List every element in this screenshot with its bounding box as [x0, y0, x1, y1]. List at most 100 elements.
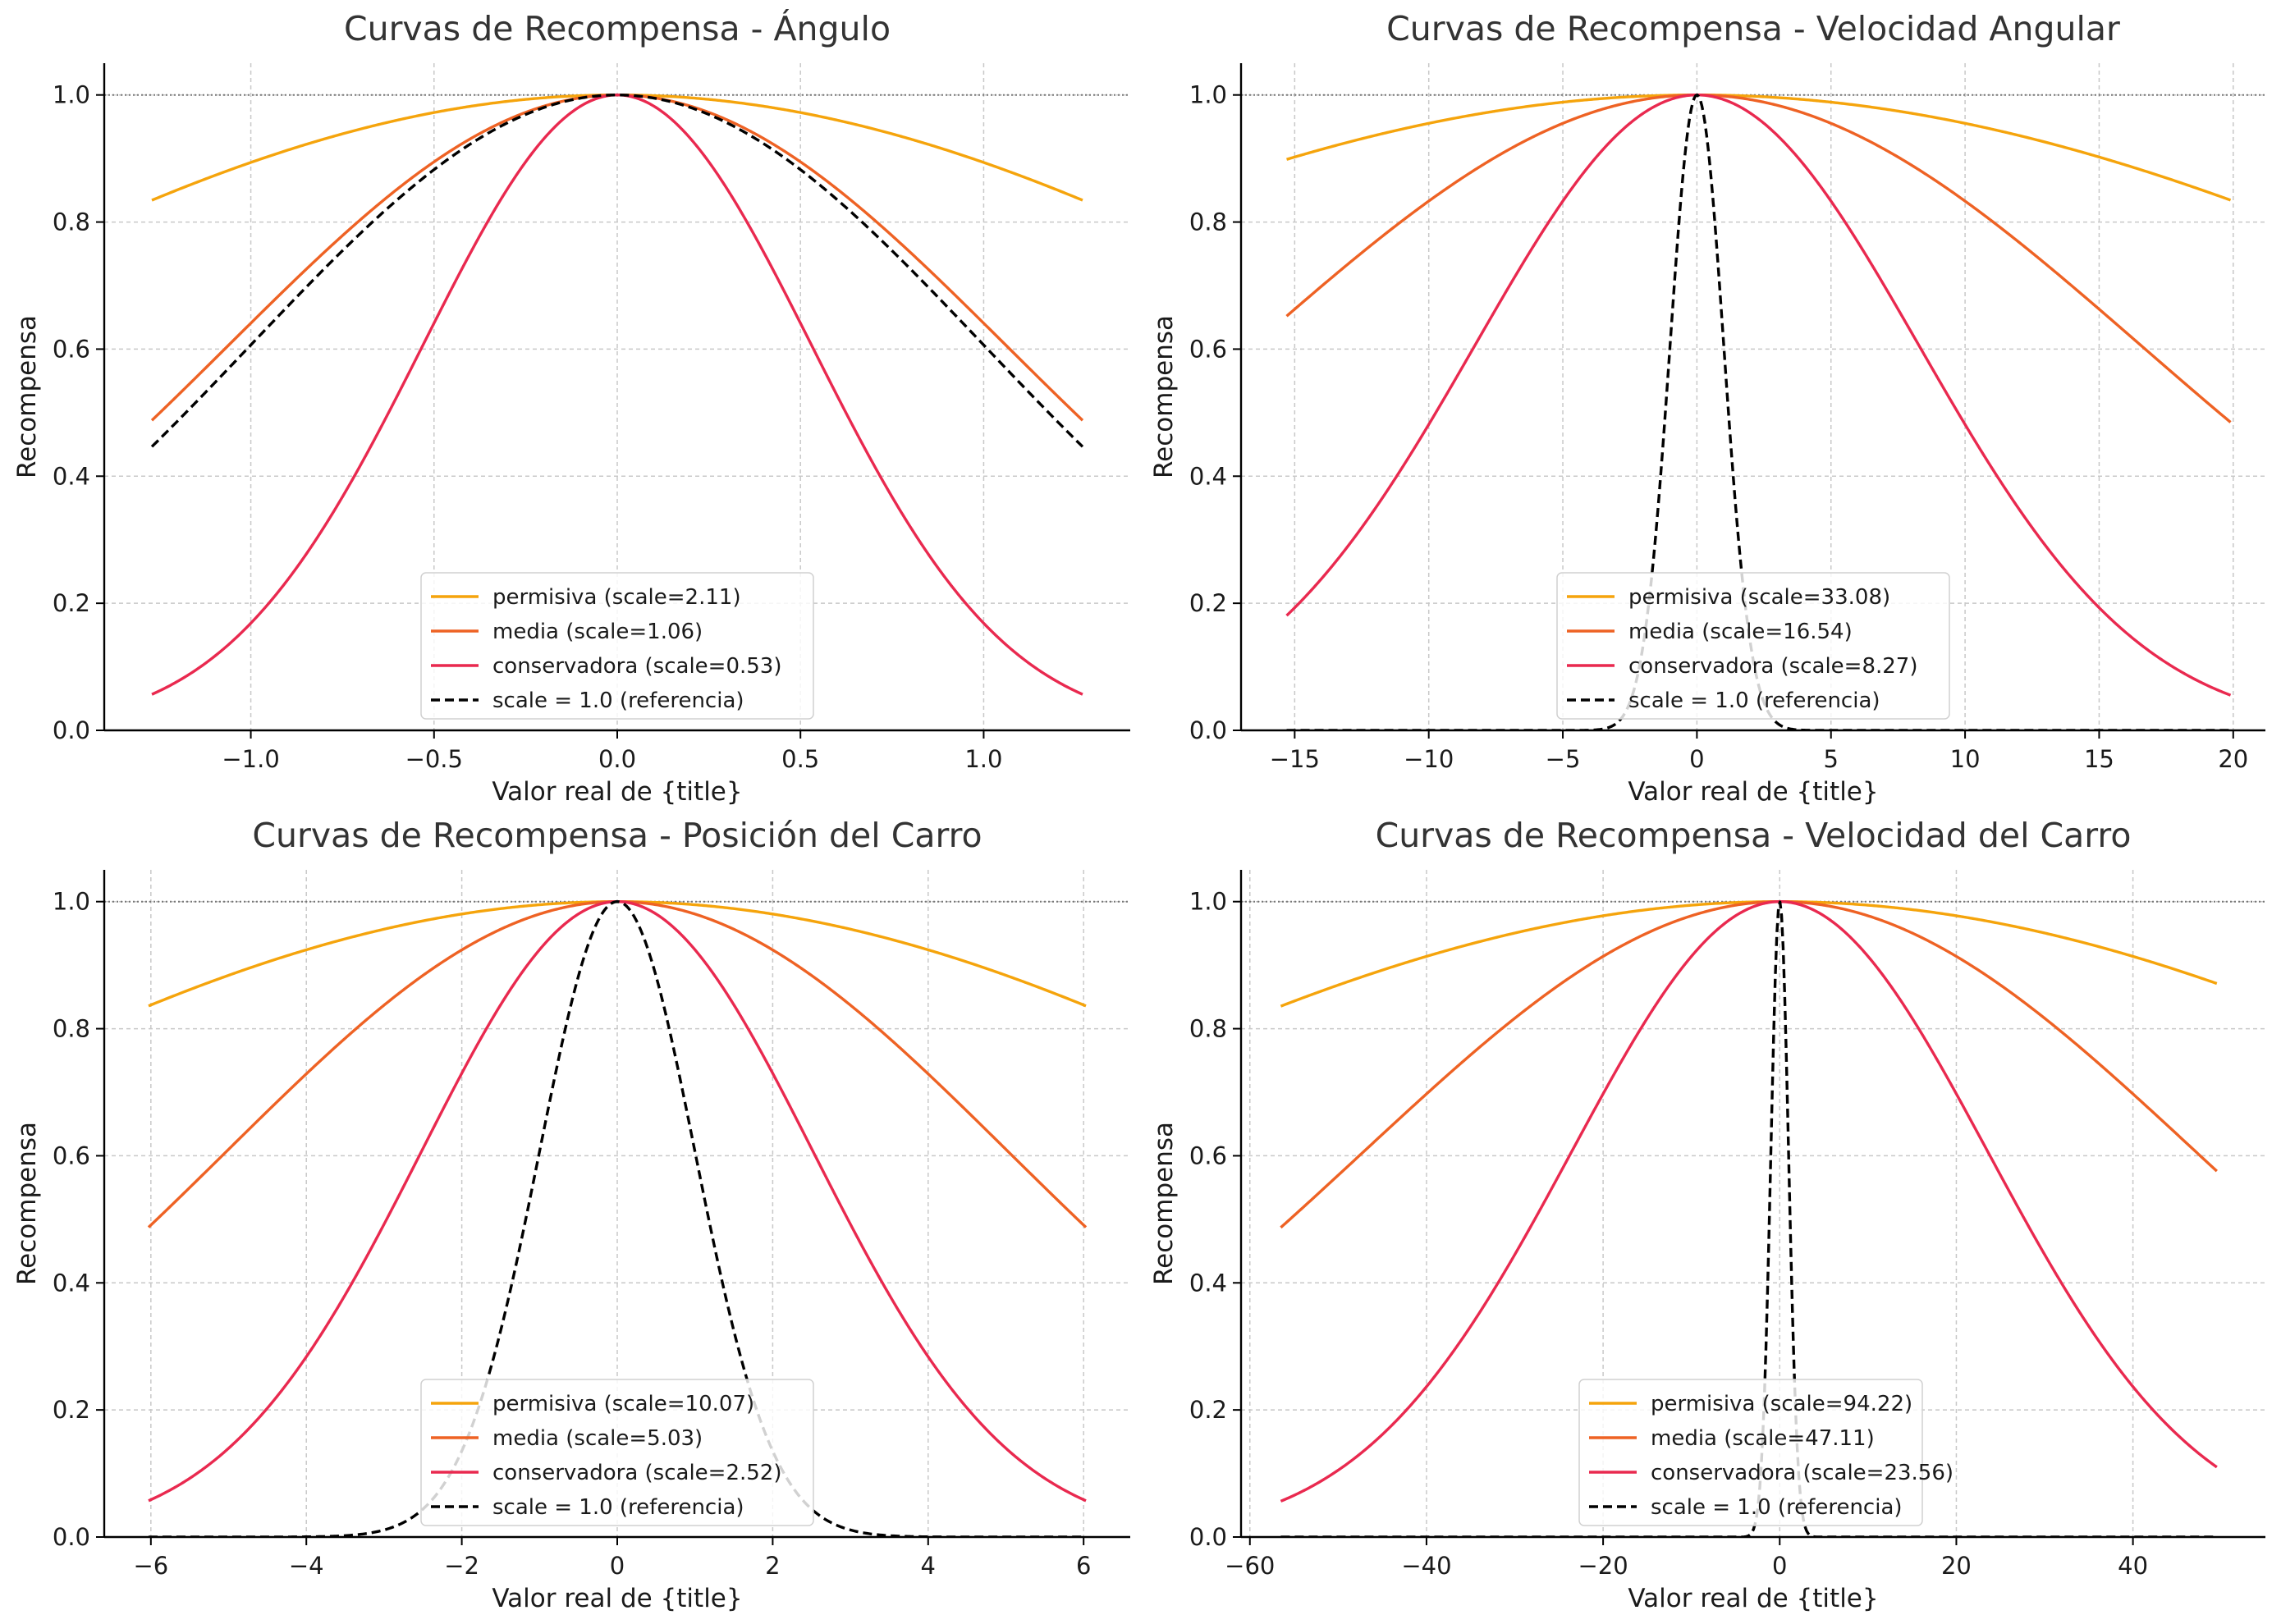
legend-label-referencia: scale = 1.0 (referencia)	[1628, 688, 1880, 713]
y-tick-label: 0.4	[1189, 1269, 1227, 1297]
y-tick-label: 1.0	[53, 888, 90, 916]
x-tick-label: −20	[1578, 1552, 1628, 1580]
series-line-permisiva	[1286, 94, 2232, 202]
y-tick-label: 1.0	[53, 81, 90, 109]
y-tick-label: 0.8	[1189, 1015, 1227, 1043]
x-tick-label: −1.0	[222, 745, 279, 773]
series-line-conservadora	[1280, 900, 2218, 1503]
x-tick-label: 0	[1772, 1552, 1787, 1580]
legend-label-permisiva: permisiva (scale=2.11)	[492, 585, 741, 610]
y-tick-label: 0.8	[53, 208, 90, 236]
x-tick-label: −10	[1404, 745, 1454, 773]
series-line-conservadora	[151, 94, 1083, 696]
x-tick-label: −15	[1270, 745, 1320, 773]
y-axis-label: Recompensa	[12, 315, 42, 478]
x-tick-label: 0	[610, 1552, 625, 1580]
legend-label-conservadora: conservadora (scale=2.52)	[492, 1461, 782, 1485]
x-tick-label: 0.5	[781, 745, 819, 773]
y-tick-label: 0.2	[53, 589, 90, 617]
series-line-referencia	[150, 94, 1084, 448]
legend-label-referencia: scale = 1.0 (referencia)	[1651, 1495, 1903, 1520]
x-tick-label: 20	[2218, 745, 2248, 773]
x-tick-label: −4	[289, 1552, 324, 1580]
y-tick-label: 1.0	[1189, 81, 1227, 109]
x-tick-label: 10	[1950, 745, 1981, 773]
x-tick-label: −6	[133, 1552, 168, 1580]
x-tick-label: 20	[1941, 1552, 1972, 1580]
legend-label-media: media (scale=47.11)	[1651, 1426, 1875, 1451]
y-tick-label: 0.4	[1189, 462, 1227, 490]
y-tick-label: 0.0	[53, 716, 90, 744]
x-tick-label: −40	[1401, 1552, 1451, 1580]
x-tick-label: 15	[2084, 745, 2114, 773]
legend: permisiva (scale=33.08) media (scale=16.5…	[1556, 572, 1950, 720]
x-axis-label: Valor real de {title}	[1628, 777, 1878, 807]
chart-title: Curvas de Recompensa - Velocidad Angular	[1386, 9, 2120, 48]
y-tick-label: 0.2	[1189, 589, 1227, 617]
x-tick-label: 2	[765, 1552, 780, 1580]
x-axis-label: Valor real de {title}	[1628, 1584, 1878, 1613]
x-axis-label: Valor real de {title}	[492, 777, 742, 807]
x-tick-label: 6	[1076, 1552, 1091, 1580]
series-line-media	[1285, 94, 2232, 423]
legend-box	[420, 572, 814, 720]
x-axis-label: Valor real de {title}	[492, 1584, 742, 1613]
x-tick-label: 0.0	[598, 745, 636, 773]
y-tick-label: 0.0	[1189, 716, 1227, 744]
series-group	[150, 94, 1084, 696]
series-line-referencia	[1280, 900, 2217, 1537]
chart-title: Curvas de Recompensa - Velocidad del Car…	[1376, 816, 2132, 855]
legend-box	[420, 1379, 814, 1526]
legend-label-referencia: scale = 1.0 (referencia)	[492, 1495, 744, 1520]
y-tick-label: 0.2	[53, 1396, 90, 1424]
y-tick-label: 0.2	[1189, 1396, 1227, 1424]
y-tick-label: 0.8	[53, 1015, 90, 1043]
y-tick-label: 0.0	[53, 1523, 90, 1551]
legend-box	[1578, 1379, 1923, 1526]
x-tick-label: −5	[1546, 745, 1581, 773]
x-tick-label: −2	[444, 1552, 479, 1580]
legend-label-referencia: scale = 1.0 (referencia)	[492, 688, 744, 713]
y-tick-label: 0.4	[53, 462, 90, 490]
y-tick-label: 0.4	[53, 1269, 90, 1297]
y-tick-label: 0.6	[1189, 1141, 1227, 1169]
y-axis-label: Recompensa	[1149, 1122, 1179, 1285]
x-tick-label: 4	[921, 1552, 936, 1580]
x-tick-label: 5	[1824, 745, 1839, 773]
x-tick-label: 0	[1689, 745, 1704, 773]
chart-panel-2: −15 −10 −5 0 5 10 15 20 0.0 0.2 0.4 0.6 0.8 1.0 Curvas…	[1149, 9, 2265, 807]
x-tick-label: 40	[2118, 1552, 2148, 1580]
legend: permisiva (scale=94.22) media (scale=47.1…	[1578, 1379, 1954, 1526]
legend-label-media: media (scale=1.06)	[492, 620, 703, 644]
y-tick-label: 0.8	[1189, 208, 1227, 236]
y-tick-label: 0.6	[53, 335, 90, 363]
chart-title: Curvas de Recompensa - Ángulo	[344, 9, 891, 48]
legend-label-permisiva: permisiva (scale=94.22)	[1651, 1392, 1912, 1416]
y-tick-label: 0.6	[53, 1141, 90, 1169]
series-line-media	[1280, 900, 2218, 1229]
chart-panel-3: −6 −4 −2 0 2 4 6 0.0 0.2 0.4 0.6 0.8 1.0 Curvas de Re…	[12, 816, 1130, 1613]
chart-panel-4: −60 −40 −20 0 20 40 0.0 0.2 0.4 0.6 0.8 1.0 Curvas d…	[1149, 816, 2265, 1613]
legend-label-conservadora: conservadora (scale=8.27)	[1628, 654, 1918, 679]
x-tick-label: −0.5	[405, 745, 463, 773]
legend-label-media: media (scale=16.54)	[1628, 620, 1853, 644]
legend-label-conservadora: conservadora (scale=23.56)	[1651, 1461, 1954, 1485]
y-tick-label: 0.6	[1189, 335, 1227, 363]
legend: permisiva (scale=10.07) media (scale=5.03…	[420, 1379, 814, 1526]
legend-box	[1556, 572, 1950, 720]
chart-panel-1: −1.0 −0.5 0.0 0.5 1.0 0.0 0.2 0.4 0.6 0.8 1.0 Curva…	[12, 9, 1130, 807]
legend-label-media: media (scale=5.03)	[492, 1426, 703, 1451]
y-axis-label: Recompensa	[1149, 315, 1179, 478]
chart-title: Curvas de Recompensa - Posición del Carr…	[252, 816, 982, 855]
legend-label-permisiva: permisiva (scale=10.07)	[492, 1392, 754, 1416]
x-tick-label: 1.0	[964, 745, 1002, 773]
legend-label-permisiva: permisiva (scale=33.08)	[1628, 585, 1890, 610]
series-group	[1280, 900, 2218, 1537]
legend: permisiva (scale=2.11) media (scale=1.06)…	[420, 572, 814, 720]
y-tick-label: 1.0	[1189, 888, 1227, 916]
y-axis-label: Recompensa	[12, 1122, 42, 1285]
y-tick-label: 0.0	[1189, 1523, 1227, 1551]
legend-label-conservadora: conservadora (scale=0.53)	[492, 654, 782, 679]
